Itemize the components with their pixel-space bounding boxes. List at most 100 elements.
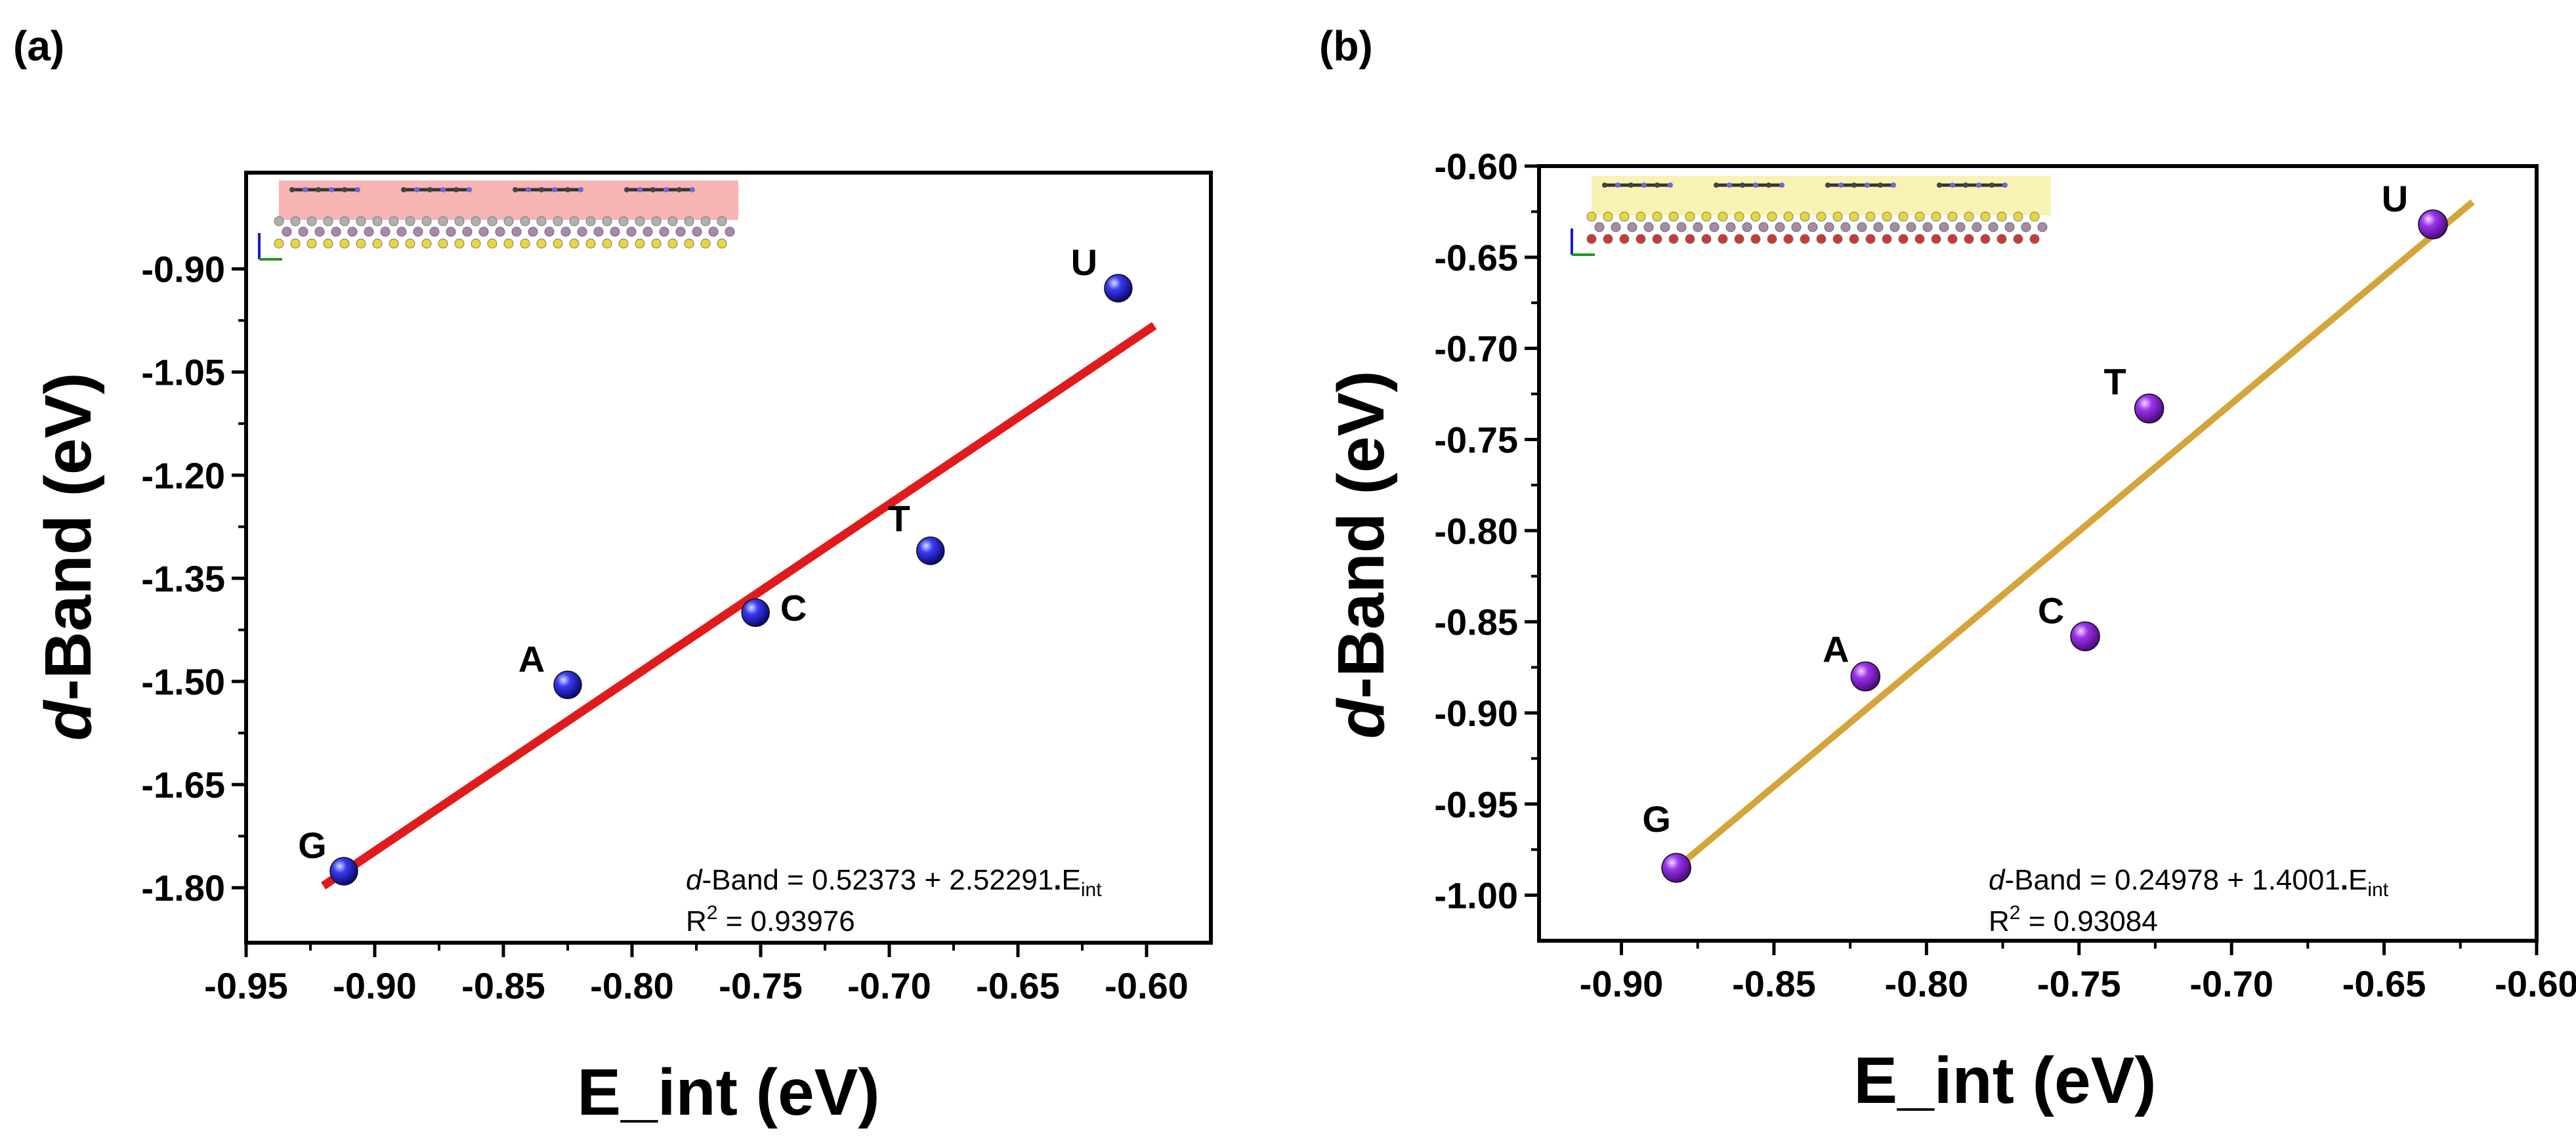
inset-atom — [462, 226, 473, 237]
inset-atom — [355, 187, 360, 192]
inset-atom — [1619, 234, 1630, 244]
x-tick-label: -0.70 — [2189, 963, 2273, 1004]
inset-atom — [1838, 183, 1844, 188]
inset-atom — [1750, 234, 1761, 244]
inset-atom — [700, 216, 711, 226]
data-points: G A C T U — [1642, 178, 2448, 883]
inset-atom — [1734, 211, 1744, 222]
inset-atom — [659, 226, 669, 237]
inset-atom — [675, 226, 686, 237]
x-tick-label: -0.75 — [719, 965, 803, 1006]
inset-atom — [624, 187, 629, 192]
inset-atom — [1652, 211, 1662, 222]
inset-atom — [1783, 211, 1794, 222]
x-tick-label: -0.65 — [976, 965, 1060, 1006]
inset-atom — [1931, 234, 1941, 244]
inset-atom — [637, 187, 643, 192]
inset-atom — [298, 226, 308, 237]
inset-atom — [413, 226, 423, 237]
y-tick-label: -0.85 — [1434, 601, 1518, 643]
inset-atom — [560, 226, 571, 237]
inset-atom — [356, 238, 366, 249]
inset-atom — [526, 187, 531, 192]
data-point-A — [553, 670, 582, 700]
inset-atom — [664, 187, 669, 192]
structure-inset — [258, 181, 738, 261]
structure-inset — [1571, 176, 2051, 256]
inset-atom — [1865, 234, 1876, 244]
inset-atom — [1742, 222, 1752, 232]
inset-atom — [347, 226, 358, 237]
inset-atom — [323, 216, 333, 226]
inset-atom — [339, 238, 350, 249]
inset-atom — [1825, 183, 1830, 188]
r-squared-text: R2 = 0.93084 — [1989, 902, 2158, 937]
inset-atom — [1849, 211, 1859, 222]
inset-atom — [520, 216, 530, 226]
inset-atom — [1718, 234, 1728, 244]
inset-atom — [569, 216, 580, 226]
inset-atom — [565, 187, 570, 192]
inset-atom — [1643, 222, 1654, 232]
inset-atom — [1865, 183, 1870, 188]
inset-atom — [427, 187, 433, 192]
inset-atom — [1668, 234, 1679, 244]
inset-atom — [1955, 222, 1966, 232]
r-squared-text: R2 = 0.93976 — [686, 902, 855, 937]
inset-atom — [544, 226, 555, 237]
inset-atom — [454, 238, 465, 249]
inset-atom — [1619, 211, 1630, 222]
inset-atom — [1914, 211, 1925, 222]
x-tick-label: -0.65 — [2342, 963, 2426, 1004]
inset-atom — [1922, 222, 1933, 232]
y-tick-label: -1.80 — [141, 867, 225, 909]
y-tick-label: -1.35 — [141, 558, 225, 599]
inset-atom — [1603, 211, 1613, 222]
inset-atom — [290, 238, 301, 249]
inset-atom — [1807, 222, 1818, 232]
inset-atom — [1832, 211, 1843, 222]
inset-atom — [618, 216, 629, 226]
inset-atom — [1849, 234, 1859, 244]
inset-atom — [1898, 211, 1909, 222]
inset-atom — [274, 238, 284, 249]
inset-atom — [1676, 222, 1687, 232]
inset-atom — [1603, 234, 1613, 244]
inset-atom — [2029, 234, 2040, 244]
inset-atom — [421, 216, 432, 226]
inset-atom — [708, 226, 719, 237]
inset-atom — [610, 226, 620, 237]
inset-atom — [1996, 234, 2007, 244]
inset-atom — [342, 187, 347, 192]
inset-atom — [1878, 183, 1883, 188]
inset-atom — [690, 187, 695, 192]
inset-atom — [1963, 183, 1968, 188]
inset-atom — [478, 226, 489, 237]
inset-atom — [725, 226, 735, 237]
inset-atom — [389, 216, 399, 226]
inset-atom — [635, 216, 645, 226]
point-label-T: T — [888, 498, 910, 539]
inset-atom — [1882, 211, 1892, 222]
inset-atom — [1851, 183, 1857, 188]
inset-atom — [626, 226, 637, 237]
inset-atom — [717, 238, 727, 249]
x-tick-label: -0.60 — [2495, 963, 2576, 1004]
y-tick-label: -0.90 — [141, 249, 225, 290]
inset-atom — [602, 238, 612, 249]
inset-atom — [1627, 222, 1637, 232]
inset-atom — [1840, 222, 1851, 232]
inset-atom — [1758, 222, 1769, 232]
inset-atom — [389, 238, 399, 249]
inset-atom — [405, 238, 415, 249]
x-tick-label: -0.75 — [2037, 963, 2121, 1004]
x-tick-label: -0.80 — [1885, 963, 1969, 1004]
inset-atom — [1685, 211, 1695, 222]
y-tick-label: -0.65 — [1434, 237, 1518, 278]
y-tick-label: -0.75 — [1434, 419, 1518, 460]
inset-atom — [1766, 183, 1771, 188]
inset-atom — [1980, 234, 1991, 244]
inset-atom — [306, 238, 317, 249]
inset-atom — [536, 238, 547, 249]
y-axis-title: d-Band (eV) — [32, 372, 105, 741]
